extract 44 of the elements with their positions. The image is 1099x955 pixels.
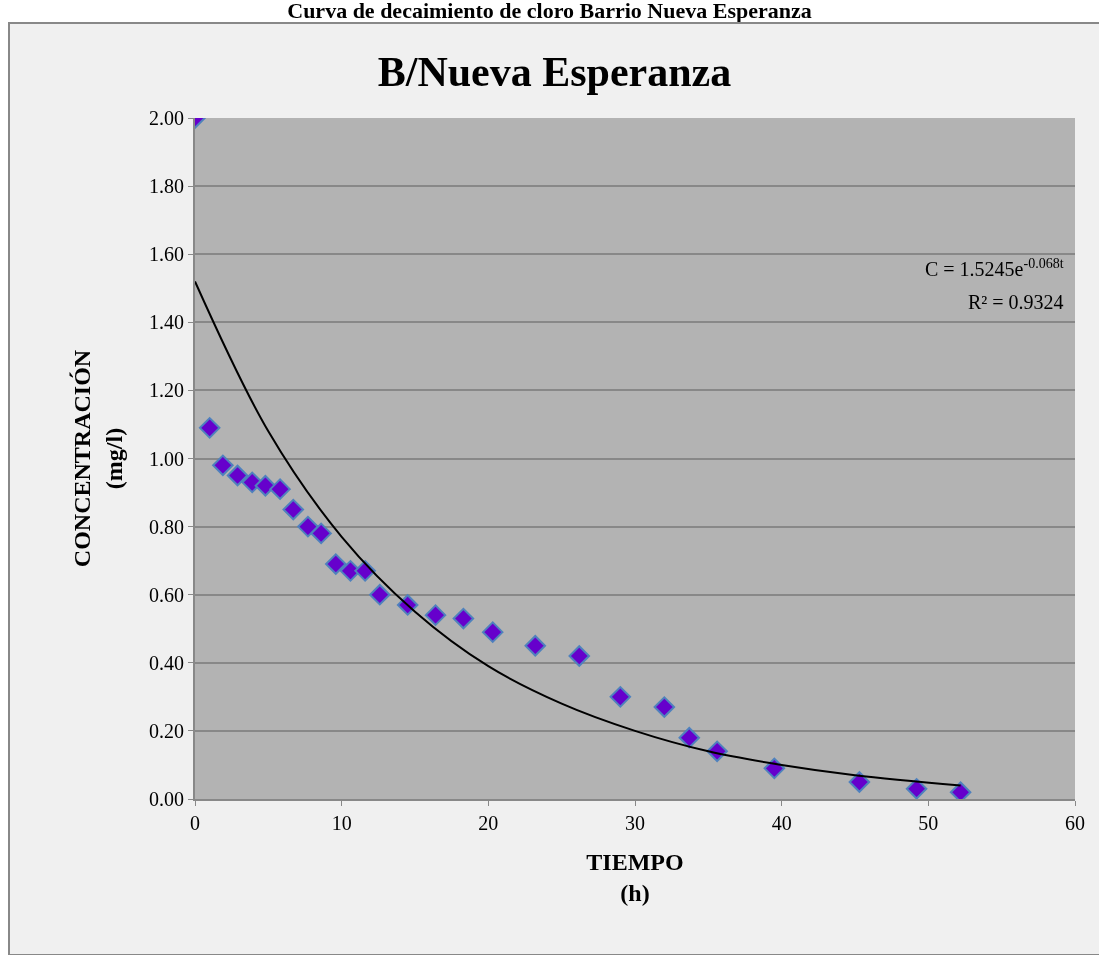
point <box>212 454 234 477</box>
point <box>198 417 221 439</box>
y-tick-label: 0.80 <box>149 515 184 538</box>
annotation: C = 1.5245e$^{-0.068t}$ <box>925 256 1064 281</box>
point <box>481 621 504 643</box>
point <box>905 778 928 799</box>
x-tick-label: 10 <box>331 812 352 834</box>
y-tick-label: 2.00 <box>149 107 184 129</box>
point <box>369 583 391 606</box>
y-tick-label: 0.40 <box>149 651 184 674</box>
point <box>653 696 676 718</box>
point <box>678 726 701 749</box>
x-tick-label: 50 <box>918 812 939 834</box>
point <box>524 635 547 657</box>
point <box>452 607 475 630</box>
x-tick-label: 60 <box>1065 812 1085 834</box>
y-tick-label: 1.80 <box>149 175 184 198</box>
x-axis-title: TIEMPO (h) <box>586 848 684 906</box>
point <box>269 478 291 500</box>
y-tick-label: 1.20 <box>149 379 184 402</box>
point <box>310 522 332 545</box>
y-tick-label: 0.20 <box>149 719 184 742</box>
point <box>424 604 447 626</box>
chart-title: B/Nueva Esperanza <box>377 48 732 95</box>
point <box>609 686 632 708</box>
point <box>568 645 591 667</box>
y-axis-title: CONCENTRACIÓN (mg/l) <box>69 349 127 568</box>
point <box>325 553 347 575</box>
y-tick-label: 0.60 <box>149 583 184 606</box>
y-tick-label: 1.00 <box>149 447 184 470</box>
x-tick-label: 20 <box>478 812 499 834</box>
y-tick-label: 1.40 <box>149 311 184 334</box>
annotation: R² = 0.9324 <box>968 291 1064 313</box>
x-tick-label: 40 <box>771 812 792 834</box>
chart-subtitle: Curva de decaimiento de cloro Barrio Nueva Esperanza <box>286 0 813 23</box>
y-tick-label: 1.60 <box>149 243 184 266</box>
point <box>297 515 319 538</box>
point <box>254 474 277 497</box>
x-tick-label: 30 <box>625 812 645 834</box>
point <box>848 771 871 793</box>
y-tick-label: 0.00 <box>149 788 184 810</box>
point <box>282 498 305 521</box>
x-tick-label: 0 <box>190 812 200 834</box>
point <box>226 464 249 487</box>
